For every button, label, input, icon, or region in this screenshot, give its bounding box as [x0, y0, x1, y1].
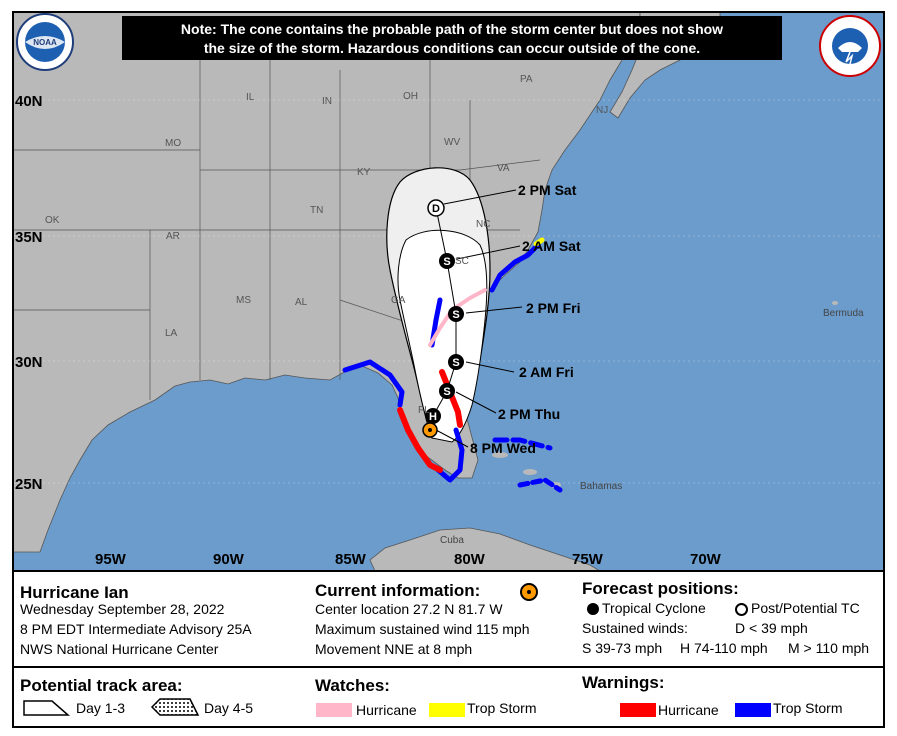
storm-range: S 39-73 mph	[582, 640, 663, 656]
day45-swatch	[150, 698, 200, 716]
label-2am-fri: 2 AM Fri	[519, 364, 574, 380]
lat-35n: 35N	[15, 229, 43, 246]
track-area-title: Potential track area:	[20, 676, 183, 695]
current-location: Center location 27.2 N 81.7 W	[315, 601, 503, 617]
lon-90w: 90W	[213, 551, 245, 568]
current-info-title: Current information:	[315, 581, 481, 600]
marker-storm-sat2am	[439, 253, 455, 269]
storm-name: Hurricane Ian	[20, 583, 129, 602]
storm-advisory: 8 PM EDT Intermediate Advisory 25A	[20, 621, 252, 637]
warnings-title: Warnings:	[582, 673, 665, 692]
major-range: M > 110 mph	[788, 640, 870, 656]
note-line-2: the size of the storm. Hazardous conditi…	[204, 40, 700, 56]
watches-title: Watches:	[315, 676, 390, 695]
svg-text:D: D	[432, 203, 440, 215]
day13-label: Day 1-3	[76, 700, 126, 716]
tropical-cyclone-label: Tropical Cyclone	[602, 600, 706, 616]
state-tn: TN	[310, 205, 323, 216]
hurricane-watch-label: Hurricane	[356, 702, 417, 718]
marker-storm-fri2pm	[448, 306, 464, 322]
day13-swatch	[23, 700, 70, 716]
hurricane-warning-label: Hurricane	[658, 702, 719, 718]
state-la: LA	[165, 328, 178, 339]
legend-panel-keys	[12, 666, 885, 728]
post-potential-icon	[735, 603, 748, 616]
state-wv: WV	[444, 137, 460, 148]
nws-logo	[819, 15, 881, 77]
lat-25n: 25N	[15, 476, 43, 493]
day45-label: Day 4-5	[204, 700, 254, 716]
state-ga: GA	[391, 295, 406, 306]
state-nj: NJ	[596, 105, 608, 116]
state-pa: PA	[520, 74, 533, 85]
trop-storm-watch-label: Trop Storm	[467, 700, 537, 716]
label-2pm-thu: 2 PM Thu	[498, 406, 560, 422]
sustained-winds-label: Sustained winds:	[582, 620, 688, 636]
lon-95w: 95W	[95, 551, 127, 568]
depression-range: D < 39 mph	[735, 620, 808, 636]
trop-storm-watch-swatch	[429, 703, 465, 717]
svg-text:S: S	[443, 256, 450, 268]
state-in: IN	[322, 96, 332, 107]
label-cuba: Cuba	[440, 535, 464, 546]
lon-70w: 70W	[690, 551, 722, 568]
svg-text:NOAA: NOAA	[33, 38, 57, 47]
svg-text:H: H	[429, 411, 437, 423]
marker-depression	[427, 199, 445, 217]
label-8pm-wed: 8 PM Wed	[470, 440, 536, 456]
trop-storm-warning-label: Trop Storm	[773, 700, 843, 716]
svg-text:S: S	[452, 309, 459, 321]
lat-30n: 30N	[15, 354, 43, 371]
note-line-1: Note: The cone contains the probable pat…	[181, 21, 723, 37]
label-2am-sat: 2 AM Sat	[522, 238, 581, 254]
forecast-markers: D S S S S H	[422, 199, 464, 438]
lon-75w: 75W	[572, 551, 604, 568]
storm-date: Wednesday September 28, 2022	[20, 601, 225, 617]
marker-storm-fri2am	[448, 354, 464, 370]
svg-text:S: S	[452, 357, 459, 369]
state-ar: AR	[166, 231, 180, 242]
storm-center: NWS National Hurricane Center	[20, 641, 219, 657]
lon-80w: 80W	[454, 551, 486, 568]
note-box	[122, 16, 782, 60]
state-ms: MS	[236, 295, 251, 306]
label-bermuda: Bermuda	[823, 308, 864, 319]
state-fl: FL	[418, 405, 430, 416]
hurricane-warning-swatch	[620, 703, 656, 717]
state-oh: OH	[403, 91, 418, 102]
state-va: VA	[497, 163, 510, 174]
current-movement: Movement NNE at 8 mph	[315, 641, 473, 657]
state-il: IL	[246, 92, 255, 103]
lat-40n: 40N	[15, 93, 43, 110]
label-leaders	[435, 189, 523, 448]
cuba	[369, 527, 602, 572]
forecast-cone-day13	[397, 229, 488, 443]
label-2pm-fri: 2 PM Fri	[526, 300, 580, 316]
bermuda-island	[832, 301, 838, 305]
state-nc: NC	[476, 219, 490, 230]
label-bahamas: Bahamas	[580, 481, 622, 492]
hurricane-range: H 74-110 mph	[680, 640, 768, 656]
svg-text:S: S	[443, 386, 450, 398]
marker-storm-thu2pm	[439, 383, 455, 399]
marker-hurricane	[425, 408, 441, 424]
state-ok: OK	[45, 215, 60, 226]
state-ky: KY	[357, 167, 371, 178]
label-2pm-sat: 2 PM Sat	[518, 182, 577, 198]
state-mo: MO	[165, 138, 181, 149]
forecast-title: Forecast positions:	[582, 579, 739, 598]
state-al: AL	[295, 297, 308, 308]
tropical-cyclone-icon	[587, 603, 599, 615]
noaa-logo: NOAA	[16, 13, 74, 71]
lon-85w: 85W	[335, 551, 367, 568]
trop-storm-warning-swatch	[735, 703, 771, 717]
hurricane-watch-swatch	[316, 703, 352, 717]
current-position-icon	[520, 583, 538, 601]
current-wind: Maximum sustained wind 115 mph	[315, 621, 530, 637]
state-sc: SC	[455, 256, 469, 267]
post-potential-label: Post/Potential TC	[751, 600, 860, 616]
